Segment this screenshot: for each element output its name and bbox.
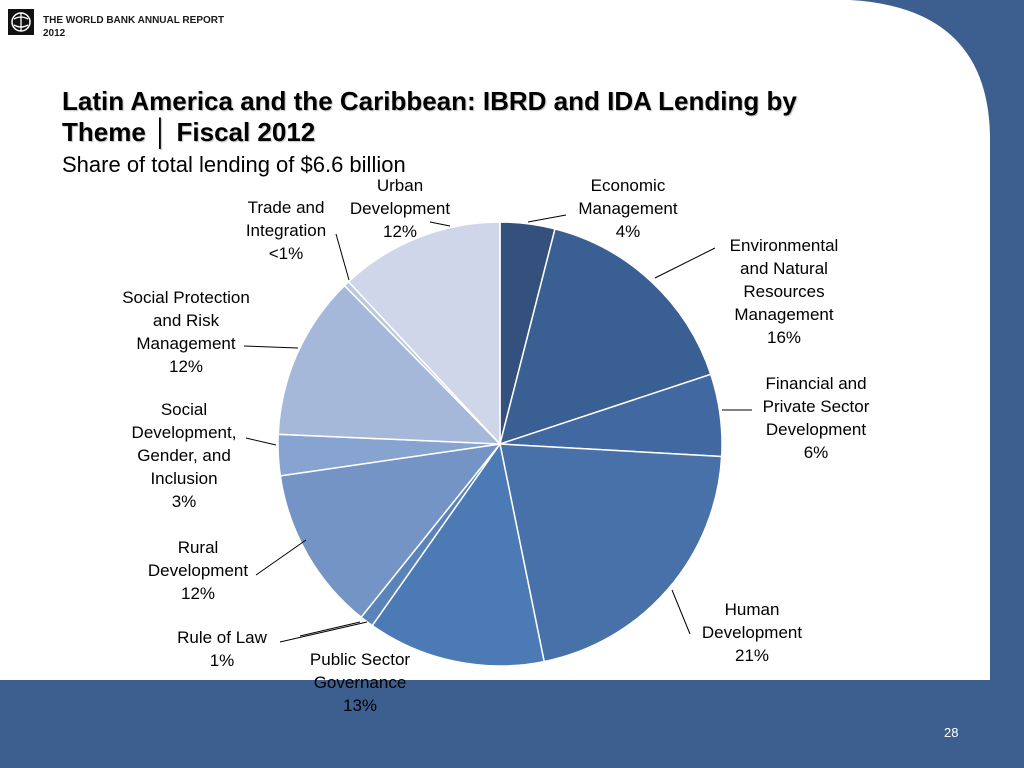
report-title-line2: 2012 bbox=[43, 28, 66, 39]
pie-label: Rule of Law 1% bbox=[177, 628, 267, 670]
pie-label: Economic Management 4% bbox=[578, 176, 678, 241]
pie-label: Environmental and Natural Resources Mana… bbox=[729, 236, 839, 347]
pie-slice-environmental-and-natural-resources-management bbox=[498, 228, 712, 446]
leader-line bbox=[671, 589, 691, 635]
pie-slice-rural-development bbox=[279, 442, 502, 619]
world-bank-logo-icon bbox=[8, 9, 34, 35]
leader-line bbox=[243, 345, 299, 349]
leader-line bbox=[245, 437, 277, 446]
slide-subtitle: Share of total lending of $6.6 billion bbox=[62, 152, 406, 177]
pie-label: Social Development, Gender, and Inclusio… bbox=[131, 400, 237, 511]
pie-slice-urban-development bbox=[347, 221, 501, 446]
pie-label: Urban Development 12% bbox=[349, 176, 451, 241]
pie-label: Human Development 21% bbox=[701, 600, 803, 665]
pie-label: Public Sector Governance 13% bbox=[309, 650, 411, 715]
pie-slice-human-development bbox=[499, 443, 723, 663]
slide-title-line1: Latin America and the Caribbean: IBRD an… bbox=[62, 86, 797, 116]
page-number: 28 bbox=[944, 725, 959, 740]
leader-line bbox=[255, 539, 307, 576]
leader-line bbox=[279, 621, 368, 643]
pie-label: Rural Development 12% bbox=[147, 538, 249, 603]
pie-label: Social Protection and Risk Management 12… bbox=[122, 288, 250, 376]
report-title: THE WORLD BANK ANNUAL REPORT 2012 bbox=[43, 14, 283, 40]
leader-line bbox=[335, 233, 350, 281]
pie-label: Financial and Private Sector Development… bbox=[762, 374, 870, 462]
slide-title-line2: Theme │ Fiscal 2012 bbox=[62, 117, 316, 147]
leader-line bbox=[299, 621, 361, 637]
leader-line bbox=[527, 214, 567, 223]
report-title-line1: THE WORLD BANK ANNUAL REPORT bbox=[43, 15, 225, 26]
pie-slice-social-protection-and-risk-management bbox=[277, 284, 502, 445]
pie-slice-public-sector-governance bbox=[371, 442, 546, 667]
slide-title: Latin America and the Caribbean: IBRD an… bbox=[62, 86, 942, 148]
leader-line bbox=[429, 221, 451, 227]
leader-line bbox=[654, 247, 716, 279]
pie-label: Trade and Integration <1% bbox=[245, 198, 327, 263]
